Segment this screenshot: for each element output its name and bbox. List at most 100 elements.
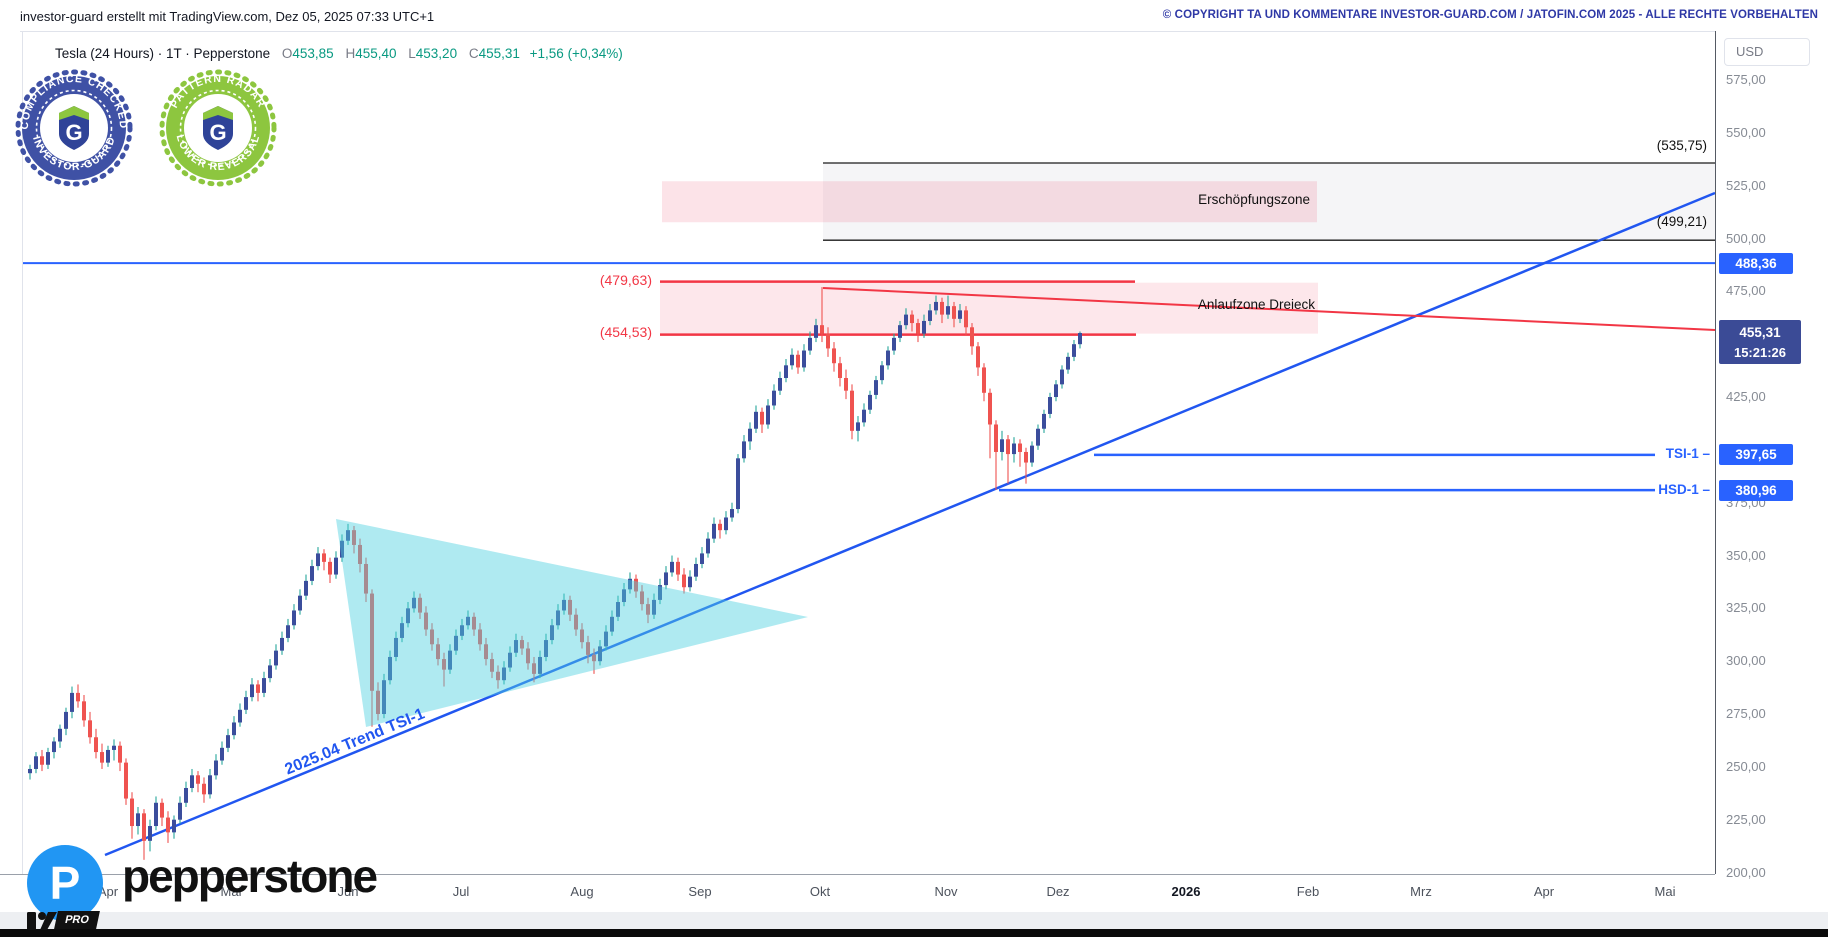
hsd-line-label[interactable]: HSD-1 –: [1658, 482, 1710, 497]
candle-body[interactable]: [616, 602, 620, 617]
month-tick-Mai[interactable]: Mai: [1654, 884, 1676, 899]
month-tick-Apr[interactable]: Apr: [97, 884, 119, 899]
candle-body[interactable]: [880, 365, 884, 381]
support-price-label[interactable]: (454,53): [599, 324, 652, 340]
candle-body[interactable]: [670, 561, 674, 573]
tradingview-logo-icon[interactable]: [27, 909, 137, 933]
candle-body[interactable]: [604, 631, 608, 647]
candle-body[interactable]: [874, 380, 878, 395]
candle-body[interactable]: [532, 663, 536, 674]
candle-body[interactable]: [238, 709, 242, 723]
candle-body[interactable]: [154, 802, 158, 827]
candle-body[interactable]: [370, 593, 374, 691]
candle-body[interactable]: [646, 604, 650, 615]
candle-body[interactable]: [58, 728, 62, 742]
candle-body[interactable]: [94, 737, 98, 753]
candle-body[interactable]: [76, 692, 80, 702]
candle-body[interactable]: [706, 538, 710, 554]
candle-body[interactable]: [838, 363, 842, 379]
candle-body[interactable]: [1012, 443, 1016, 455]
candle-body[interactable]: [256, 684, 260, 693]
candle-body[interactable]: [994, 424, 998, 452]
candle-body[interactable]: [292, 610, 296, 626]
candle-body[interactable]: [592, 654, 596, 662]
candle-body[interactable]: [574, 614, 578, 630]
candle-body[interactable]: [190, 775, 194, 788]
candle-body[interactable]: [1054, 384, 1058, 398]
candle-body[interactable]: [586, 642, 590, 655]
candle-body[interactable]: [748, 428, 752, 442]
candle-body[interactable]: [958, 310, 962, 319]
candle-body[interactable]: [520, 640, 524, 649]
candle-body[interactable]: [928, 310, 932, 321]
month-tick-Mai[interactable]: Mai: [220, 884, 242, 899]
candle-body[interactable]: [898, 325, 902, 338]
candle-body[interactable]: [52, 741, 56, 753]
candle-body[interactable]: [166, 817, 170, 833]
candle-body[interactable]: [274, 650, 278, 666]
candle-body[interactable]: [526, 648, 530, 664]
candle-body[interactable]: [1000, 439, 1004, 452]
erschoepfungszone-pink-band[interactable]: [662, 181, 1317, 223]
candle-body[interactable]: [1066, 356, 1070, 370]
candle-body[interactable]: [142, 813, 146, 841]
target-upper-label[interactable]: (535,75): [1656, 138, 1707, 153]
candle-body[interactable]: [1072, 344, 1076, 357]
candle-body[interactable]: [742, 441, 746, 459]
candle-body[interactable]: [658, 585, 662, 600]
candle-body[interactable]: [622, 589, 626, 603]
candle-body[interactable]: [964, 310, 968, 328]
candle-body[interactable]: [214, 760, 218, 776]
candle-body[interactable]: [310, 566, 314, 581]
candle-body[interactable]: [760, 411, 764, 425]
candle-body[interactable]: [250, 684, 254, 698]
candle-body[interactable]: [820, 325, 824, 334]
candle-body[interactable]: [850, 390, 854, 431]
candle-body[interactable]: [112, 745, 116, 750]
candle-body[interactable]: [802, 350, 806, 368]
candle-body[interactable]: [544, 640, 548, 657]
candle-body[interactable]: [418, 597, 422, 613]
candle-body[interactable]: [178, 802, 182, 820]
candle-body[interactable]: [286, 625, 290, 638]
candle-body[interactable]: [490, 659, 494, 672]
month-tick-Feb[interactable]: Feb: [1296, 884, 1320, 899]
candle-body[interactable]: [484, 644, 488, 660]
candle-body[interactable]: [208, 775, 212, 795]
candle-body[interactable]: [328, 561, 332, 575]
candle-body[interactable]: [514, 640, 518, 653]
candle-body[interactable]: [766, 405, 770, 425]
candle-body[interactable]: [340, 540, 344, 558]
candle-body[interactable]: [28, 768, 32, 774]
candle-body[interactable]: [70, 692, 74, 712]
candle-body[interactable]: [538, 656, 542, 674]
candle-body[interactable]: [478, 629, 482, 645]
candle-body[interactable]: [124, 762, 128, 799]
candle-body[interactable]: [640, 591, 644, 605]
candle-body[interactable]: [988, 392, 992, 425]
candle-body[interactable]: [1048, 397, 1052, 414]
candle-body[interactable]: [232, 722, 236, 736]
candle-body[interactable]: [862, 409, 866, 423]
month-tick-Sep[interactable]: Sep: [688, 884, 712, 899]
candle-body[interactable]: [676, 561, 680, 575]
resistance-price-label[interactable]: (479,63): [599, 272, 652, 288]
candle-body[interactable]: [892, 337, 896, 351]
triangle-pattern[interactable]: [336, 519, 808, 727]
target-lower-label[interactable]: (499,21): [1656, 214, 1707, 229]
candle-body[interactable]: [430, 629, 434, 645]
candle-body[interactable]: [982, 367, 986, 393]
candle-body[interactable]: [466, 616, 470, 626]
candle-body[interactable]: [718, 523, 722, 531]
candle-body[interactable]: [1018, 443, 1022, 452]
candle-body[interactable]: [580, 629, 584, 643]
candle-body[interactable]: [694, 563, 698, 577]
candle-body[interactable]: [316, 553, 320, 567]
candle-body[interactable]: [82, 701, 86, 721]
candle-body[interactable]: [568, 599, 572, 615]
candle-body[interactable]: [856, 422, 860, 431]
candle-body[interactable]: [910, 314, 914, 324]
candle-body[interactable]: [550, 625, 554, 641]
candle-body[interactable]: [832, 348, 836, 364]
candle-body[interactable]: [148, 826, 152, 841]
